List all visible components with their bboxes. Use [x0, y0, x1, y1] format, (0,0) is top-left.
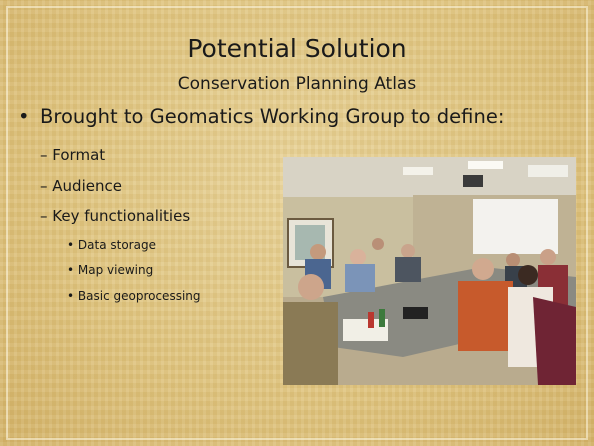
sub-bullet: Key functionalities	[40, 207, 190, 225]
bullet-text: Brought to Geomatics Working Group to de…	[40, 105, 504, 128]
meeting-photo	[283, 157, 576, 385]
slide: Potential Solution Conservation Planning…	[0, 0, 594, 446]
sub-sub-bullet: Data storage	[67, 238, 156, 252]
sub-sub-bullet: Basic geoprocessing	[67, 289, 201, 303]
sub-bullet: Audience	[40, 177, 122, 195]
slide-subtitle: Conservation Planning Atlas	[0, 74, 594, 94]
slide-title: Potential Solution	[0, 34, 594, 63]
sub-bullet: Format	[40, 146, 105, 164]
bullet: •Brought to Geomatics Working Group to d…	[22, 105, 504, 128]
sub-sub-bullet: Map viewing	[67, 263, 153, 277]
